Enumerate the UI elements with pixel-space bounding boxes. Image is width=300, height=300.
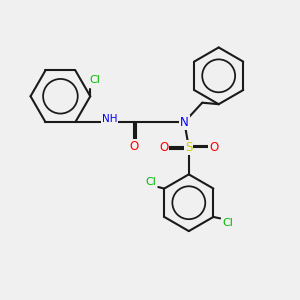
Text: N: N — [180, 116, 189, 129]
Text: S: S — [185, 141, 193, 154]
Text: NH: NH — [102, 113, 117, 124]
Text: Cl: Cl — [222, 218, 233, 229]
Text: O: O — [129, 140, 138, 153]
Text: Cl: Cl — [89, 75, 100, 85]
Text: O: O — [209, 141, 218, 154]
Text: Cl: Cl — [146, 177, 156, 187]
Text: O: O — [159, 141, 168, 154]
